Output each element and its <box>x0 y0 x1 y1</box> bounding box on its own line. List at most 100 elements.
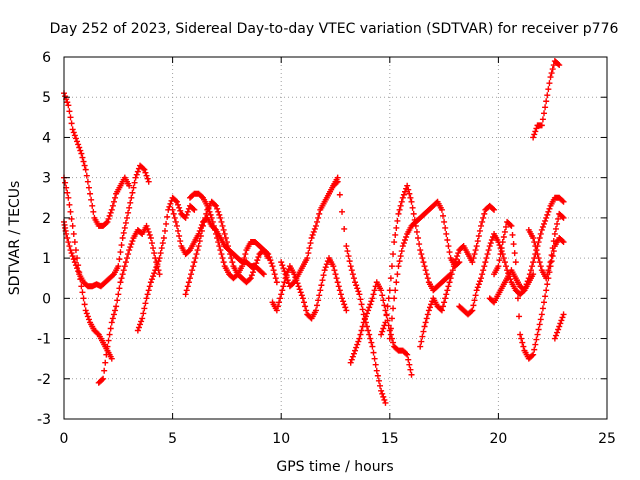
data-point <box>138 318 145 325</box>
data-point <box>280 265 287 272</box>
series-track-a <box>61 90 133 229</box>
data-point <box>166 203 173 210</box>
data-point <box>147 279 154 286</box>
data-point <box>70 129 77 136</box>
data-point <box>443 291 450 298</box>
data-point <box>62 179 69 186</box>
data-point <box>156 271 163 278</box>
data-point <box>159 240 166 247</box>
data-point <box>283 274 290 281</box>
data-point <box>145 287 152 294</box>
data-point <box>253 260 260 267</box>
data-point <box>157 250 164 257</box>
data-point <box>472 292 479 299</box>
data-point <box>198 227 205 234</box>
data-point <box>345 253 352 260</box>
data-point <box>371 287 378 294</box>
data-point <box>103 351 110 358</box>
data-point <box>474 238 481 245</box>
data-point <box>62 93 69 100</box>
data-point <box>228 255 235 262</box>
data-point <box>104 343 111 350</box>
data-point <box>441 299 448 306</box>
data-point <box>322 264 329 271</box>
data-point <box>202 214 209 221</box>
data-point <box>519 339 526 346</box>
data-point <box>177 207 184 214</box>
series-track-o <box>417 202 498 350</box>
data-point <box>544 211 551 218</box>
data-point <box>160 235 167 241</box>
data-point <box>74 255 81 262</box>
data-point <box>215 239 222 246</box>
data-point <box>556 323 563 330</box>
data-point <box>447 275 454 282</box>
data-point <box>89 202 96 209</box>
data-point <box>546 263 553 270</box>
data-point <box>215 208 222 215</box>
data-point <box>276 299 283 306</box>
data-point <box>223 239 230 246</box>
data-point <box>128 194 135 201</box>
series-track-g <box>182 198 280 298</box>
data-point <box>82 307 89 314</box>
data-point <box>507 221 514 228</box>
data-point <box>106 212 113 219</box>
data-point <box>521 287 528 294</box>
data-point <box>190 205 197 212</box>
data-point <box>164 213 171 220</box>
data-point <box>341 301 348 308</box>
data-point <box>109 272 116 279</box>
data-point <box>379 390 386 397</box>
data-point <box>69 253 76 260</box>
data-point <box>224 243 231 250</box>
data-point <box>486 243 493 250</box>
data-point <box>417 247 424 254</box>
data-point <box>332 271 339 278</box>
data-point <box>185 279 192 286</box>
data-point <box>204 202 211 209</box>
data-point <box>537 230 544 237</box>
data-point <box>216 243 223 250</box>
data-point <box>240 259 247 266</box>
data-point <box>334 174 341 181</box>
data-point <box>133 171 140 178</box>
data-point <box>495 263 502 270</box>
data-point <box>116 285 123 292</box>
data-point <box>70 256 77 263</box>
data-point <box>415 235 422 241</box>
data-point <box>365 307 372 314</box>
data-point <box>182 291 189 298</box>
data-point <box>359 306 366 313</box>
data-point <box>559 213 566 220</box>
data-point <box>155 258 162 265</box>
data-point <box>385 295 392 302</box>
data-point <box>66 108 73 115</box>
data-point <box>246 276 253 283</box>
data-point <box>252 263 259 270</box>
data-point <box>547 74 554 81</box>
data-point <box>72 135 79 142</box>
data-point <box>437 306 444 313</box>
data-point <box>140 310 147 317</box>
data-point <box>84 178 91 185</box>
data-point <box>357 296 364 303</box>
data-point <box>399 243 406 250</box>
data-point <box>355 338 362 345</box>
data-point <box>71 259 78 266</box>
data-point <box>442 295 449 302</box>
data-point <box>409 204 416 211</box>
data-point <box>369 295 376 302</box>
data-point <box>118 275 125 282</box>
data-point <box>318 282 325 289</box>
data-point <box>347 359 354 366</box>
data-point <box>438 307 445 314</box>
data-point <box>394 271 401 278</box>
data-point <box>549 245 556 252</box>
data-point <box>94 330 101 337</box>
data-point <box>218 251 225 258</box>
data-point <box>321 267 328 274</box>
series-track-u <box>551 311 567 342</box>
data-point <box>127 199 134 206</box>
data-point <box>368 339 375 346</box>
